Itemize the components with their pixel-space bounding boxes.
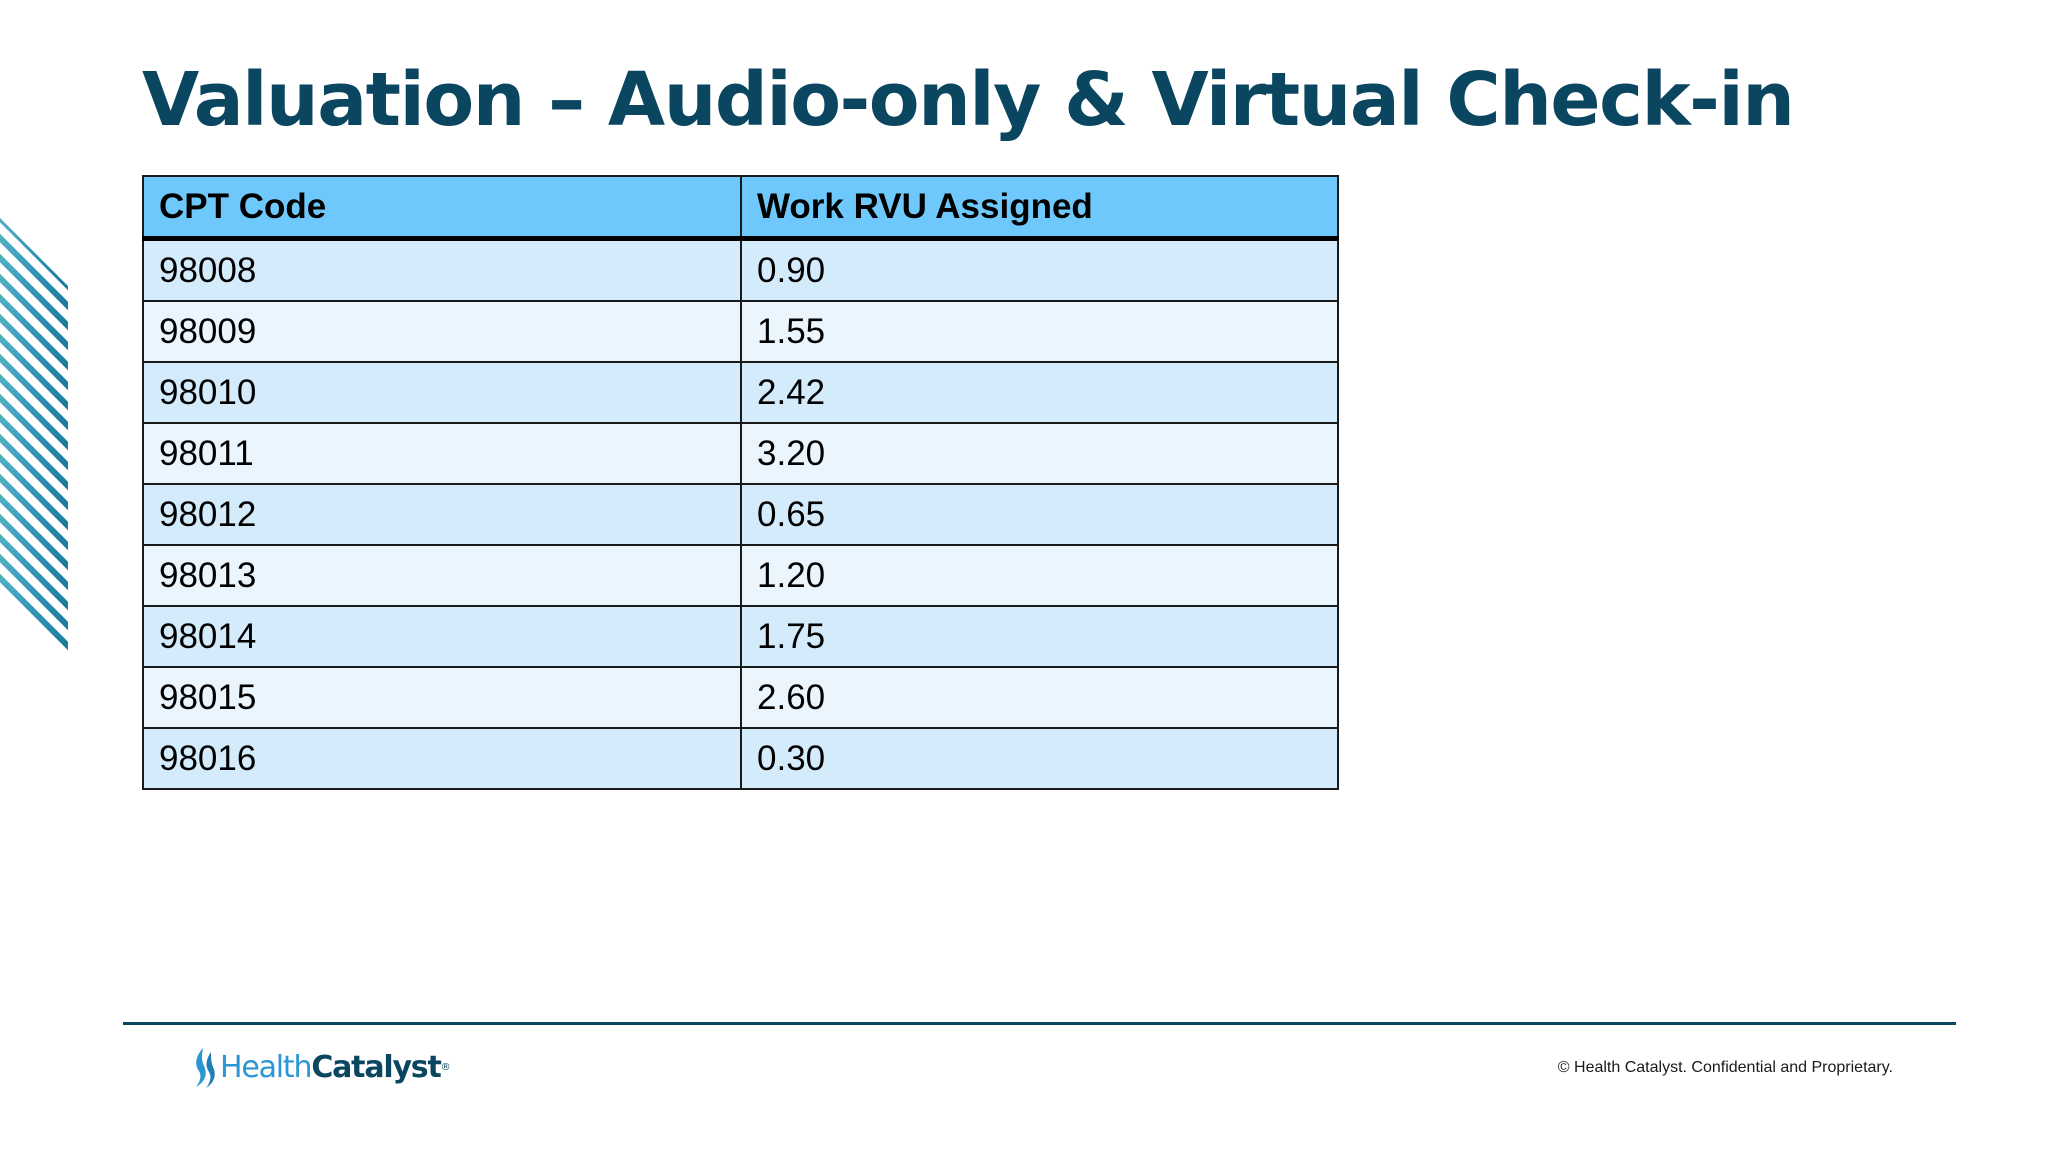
cpt-code-cell: 98014	[142, 605, 742, 668]
table-row: 98015 2.60	[142, 666, 1339, 729]
work-rvu-cell: 1.75	[740, 605, 1339, 668]
footer-copyright: © Health Catalyst. Confidential and Prop…	[1557, 1059, 1893, 1076]
table-header-row: CPT Code Work RVU Assigned	[142, 175, 1339, 241]
table-row: 98011 3.20	[142, 422, 1339, 485]
logo-text-health: Health	[220, 1050, 313, 1085]
work-rvu-cell: 0.30	[740, 727, 1339, 790]
table-row: 98009 1.55	[142, 300, 1339, 363]
logo-text-catalyst: Catalyst	[311, 1050, 441, 1085]
cpt-code-cell: 98008	[142, 237, 742, 302]
table-row: 98013 1.20	[142, 544, 1339, 607]
slide-title: Valuation – Audio-only & Virtual Check-i…	[142, 57, 1795, 143]
cpt-code-cell: 98016	[142, 727, 742, 790]
cpt-code-cell: 98015	[142, 666, 742, 729]
header-work-rvu: Work RVU Assigned	[740, 175, 1339, 241]
cpt-code-cell: 98009	[142, 300, 742, 363]
logo-registered-mark: ®	[440, 1062, 451, 1073]
table-row: 98012 0.65	[142, 483, 1339, 546]
work-rvu-cell: 3.20	[740, 422, 1339, 485]
footer-divider	[123, 1022, 1956, 1025]
work-rvu-cell: 1.20	[740, 544, 1339, 607]
table-row: 98016 0.30	[142, 727, 1339, 790]
health-catalyst-flame-icon	[196, 1048, 215, 1088]
cpt-code-cell: 98010	[142, 361, 742, 424]
table-row: 98008 0.90	[142, 237, 1339, 302]
table-row: 98010 2.42	[142, 361, 1339, 424]
work-rvu-cell: 0.65	[740, 483, 1339, 546]
rvu-table: CPT Code Work RVU Assigned 98008 0.90 98…	[142, 175, 1339, 790]
header-cpt-code: CPT Code	[142, 175, 742, 241]
work-rvu-cell: 1.55	[740, 300, 1339, 363]
work-rvu-cell: 0.90	[740, 237, 1339, 302]
health-catalyst-logo: HealthCatalyst®	[192, 1046, 451, 1090]
decorative-stripes	[0, 218, 68, 654]
work-rvu-cell: 2.42	[740, 361, 1339, 424]
table-row: 98014 1.75	[142, 605, 1339, 668]
cpt-code-cell: 98011	[142, 422, 742, 485]
cpt-code-cell: 98012	[142, 483, 742, 546]
work-rvu-cell: 2.60	[740, 666, 1339, 729]
cpt-code-cell: 98013	[142, 544, 742, 607]
